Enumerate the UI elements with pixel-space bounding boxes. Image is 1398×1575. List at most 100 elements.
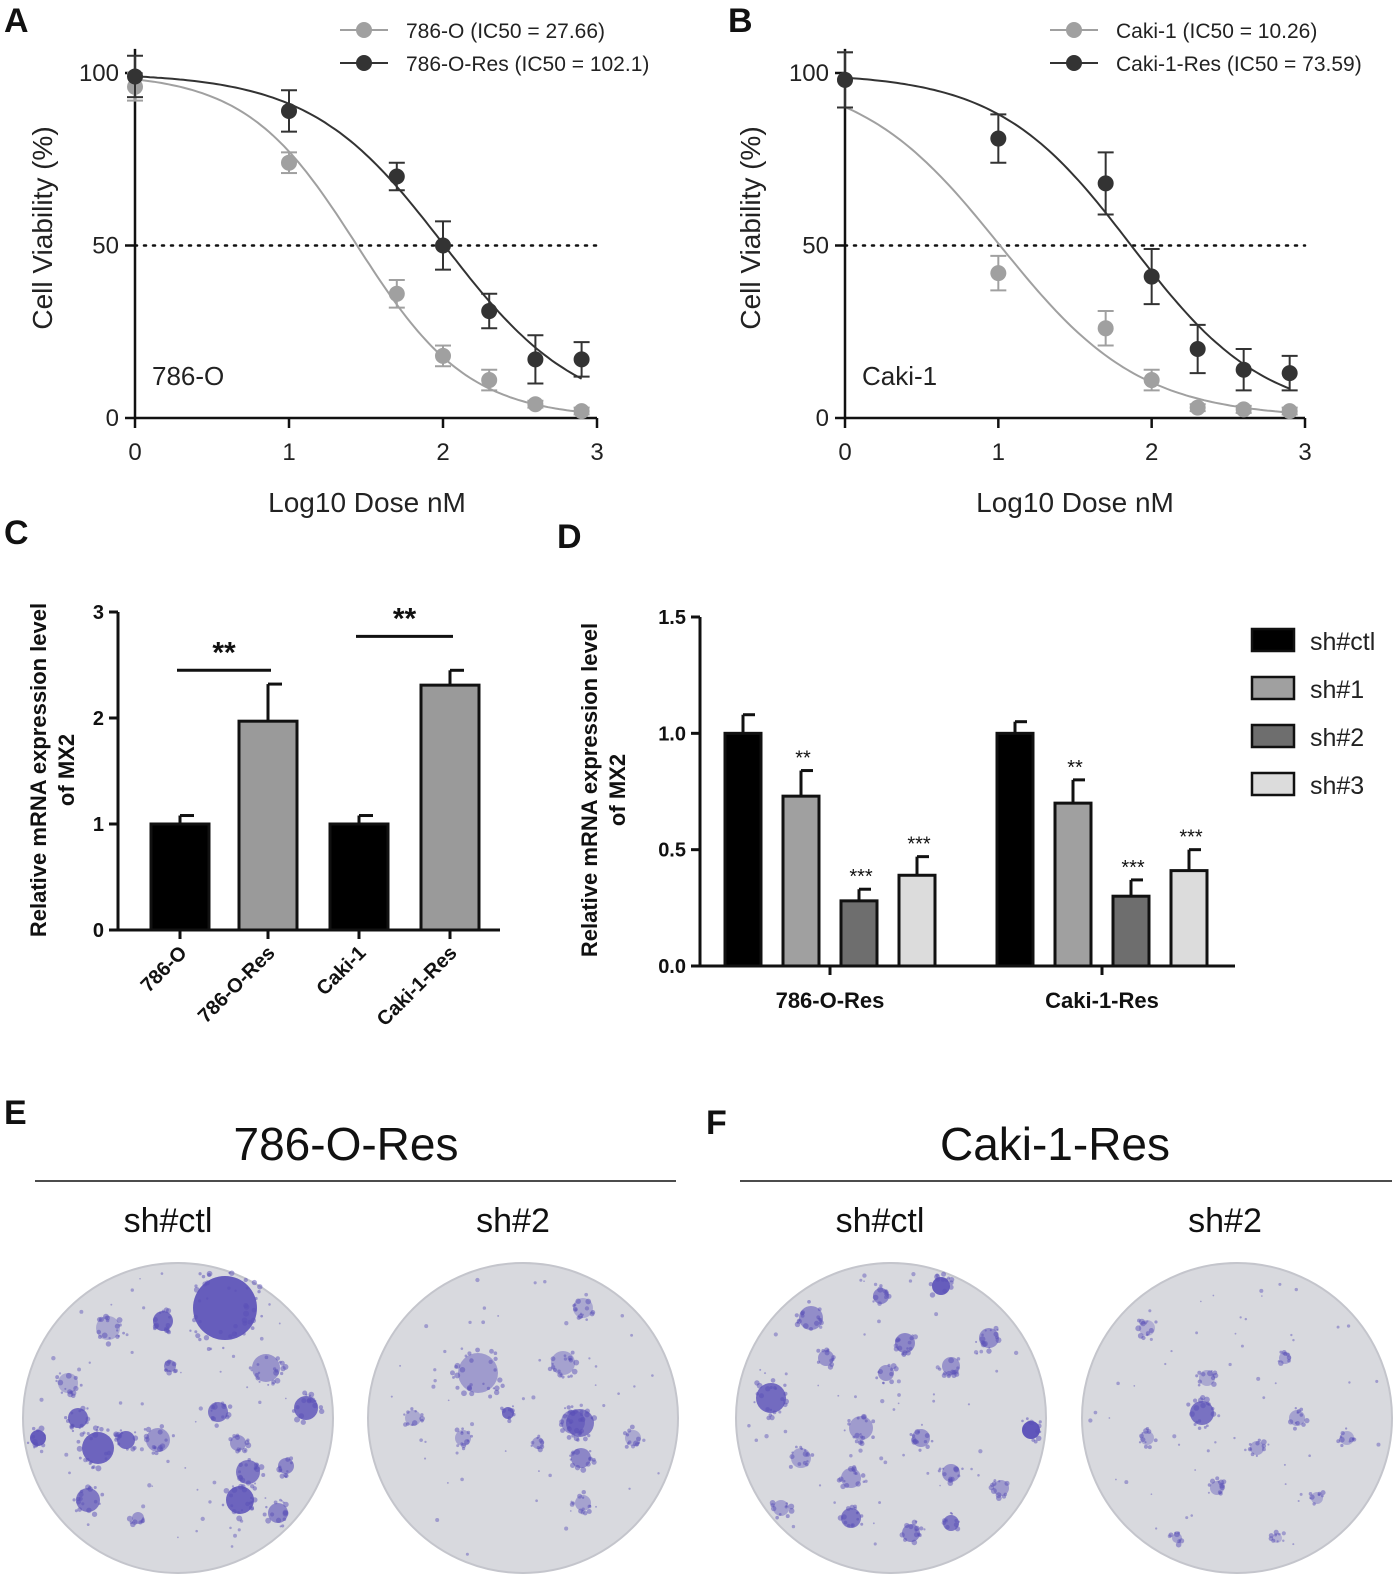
colony-speck	[231, 1509, 237, 1515]
colony-speck	[97, 1334, 102, 1339]
colony-speck	[911, 1539, 918, 1546]
colony-speck	[570, 1411, 576, 1417]
y-axis-title-line1: Relative mRNA expression level	[577, 623, 602, 957]
colony-speck	[1201, 1372, 1206, 1377]
colony-speck	[164, 1438, 168, 1442]
colony-speck	[947, 1478, 951, 1481]
colony-speck	[935, 1276, 941, 1282]
colony-speck	[88, 1462, 92, 1466]
legend-label: Caki-1-Res (IC50 = 73.59)	[1116, 53, 1362, 76]
colony-speck	[240, 1509, 244, 1512]
data-point	[481, 303, 498, 320]
colony-speck	[981, 1333, 984, 1337]
stain-speck	[195, 1529, 198, 1533]
colony-speck	[31, 1434, 36, 1439]
colony-speck	[778, 1512, 782, 1516]
colony-speck	[236, 1515, 243, 1522]
stain-speck	[231, 1354, 236, 1359]
colony-speck	[856, 1511, 859, 1514]
colony-speck	[581, 1313, 584, 1316]
legend-swatch	[1250, 627, 1296, 653]
colony-speck	[1174, 1531, 1180, 1538]
colony-speck	[1217, 1490, 1222, 1495]
colony-speck	[1193, 1422, 1197, 1427]
colony-speck	[756, 1382, 763, 1389]
colony-speck	[291, 1409, 296, 1413]
colony-speck	[245, 1501, 250, 1507]
cell-line-label: 786-O	[152, 361, 224, 391]
colony-speck	[794, 1313, 799, 1318]
stain-speck	[817, 1384, 820, 1387]
colony-speck	[173, 1368, 178, 1373]
colony-speck	[251, 1279, 257, 1286]
legend-label: 786-O-Res (IC50 = 102.1)	[406, 53, 649, 76]
y-axis-title: Cell Viability (%)	[735, 126, 766, 329]
colony-speck	[265, 1505, 268, 1509]
stain-speck	[39, 1449, 44, 1454]
colony-speck	[244, 1449, 247, 1452]
colony-speck	[452, 1375, 455, 1379]
legend-marker	[1066, 22, 1082, 38]
colony-speck	[854, 1432, 860, 1438]
colony-speck	[34, 1443, 39, 1448]
colony-speck	[941, 1520, 947, 1526]
colony-speck	[130, 1446, 136, 1452]
colony-speck	[566, 1435, 572, 1440]
stain-speck	[864, 1479, 868, 1483]
colony-speck	[561, 1375, 565, 1379]
colony-speck	[1028, 1419, 1035, 1426]
stain-speck	[212, 1480, 217, 1485]
legend-label: sh#3	[1310, 772, 1364, 800]
colony-speck	[265, 1517, 272, 1524]
colony-speck	[569, 1421, 572, 1425]
colony-speck	[228, 1437, 233, 1442]
y-axis-title-line1: Relative mRNA expression level	[26, 603, 51, 937]
colony-speck	[275, 1517, 282, 1523]
stain-speck	[783, 1429, 788, 1434]
colony-speck	[1221, 1479, 1227, 1485]
colony-speck	[281, 1524, 285, 1528]
colony-speck	[72, 1498, 76, 1502]
data-point	[388, 285, 405, 302]
colony-speck	[272, 1367, 277, 1371]
data-point	[1189, 399, 1206, 416]
colony-speck	[228, 1334, 233, 1339]
colony-speck	[938, 1367, 942, 1371]
colony-speck	[501, 1408, 506, 1413]
data-point	[388, 168, 405, 185]
colony-speck	[782, 1402, 788, 1408]
stain-speck	[139, 1447, 144, 1452]
panel-letter-d: D	[557, 518, 582, 556]
stain-speck	[1093, 1410, 1098, 1415]
colony-speck	[530, 1444, 533, 1447]
colony-speck	[1336, 1439, 1341, 1444]
colony-speck	[1146, 1429, 1152, 1434]
colony-speck	[910, 1437, 917, 1443]
colony-speck	[193, 1286, 200, 1293]
colony-speck	[195, 1333, 201, 1339]
stain-speck	[110, 1303, 113, 1306]
colony-speck	[791, 1451, 794, 1454]
legend-swatch	[1250, 675, 1296, 701]
colony-speck	[536, 1436, 539, 1440]
colony-speck	[1207, 1483, 1212, 1487]
x-tick-label: 786-O	[137, 942, 192, 997]
colony-speck	[38, 1425, 45, 1432]
stain-speck	[1336, 1325, 1340, 1329]
stain-speck	[96, 1425, 100, 1429]
colony-speck	[914, 1525, 920, 1531]
colony-speck	[228, 1271, 231, 1275]
stain-speck	[1375, 1379, 1379, 1383]
colony-speck	[1301, 1422, 1306, 1427]
colony-speck	[85, 1484, 91, 1490]
colony-speck	[267, 1383, 270, 1386]
colony-speck	[583, 1510, 588, 1516]
plate-label-shctl: sh#ctl	[124, 1202, 213, 1240]
plate-dish	[22, 1262, 334, 1574]
colony-speck	[274, 1377, 281, 1384]
colony-speck	[1036, 1423, 1042, 1429]
colony-speck	[551, 1362, 554, 1366]
colony-speck	[1206, 1424, 1209, 1428]
plate-label-sh2: sh#2	[476, 1202, 550, 1240]
colony-speck	[923, 1439, 928, 1444]
